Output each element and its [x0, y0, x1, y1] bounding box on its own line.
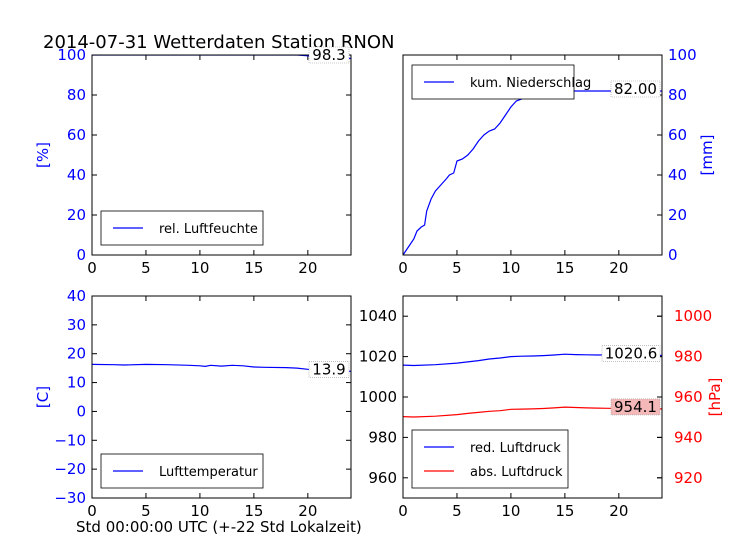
- x-tick-label: 20: [609, 502, 628, 520]
- x-tick-label: 15: [244, 502, 263, 520]
- y-tick-label: 80: [67, 86, 86, 104]
- x-tick-label: 10: [501, 502, 520, 520]
- y-tick-label: −30: [54, 489, 86, 507]
- x-tick-label: 5: [452, 259, 462, 277]
- panel-2: 0 5 10 15 20 0 20 40 60 80 100 [mm] 82.00 kum. Nieder…: [398, 46, 716, 277]
- plot-frame: [402, 54, 663, 256]
- y-tick-label: 80: [668, 86, 687, 104]
- x-tick-label: 15: [555, 259, 574, 277]
- y-right-tick-label: 920: [674, 469, 703, 487]
- x-tick-label: 0: [398, 259, 408, 277]
- plot-frame: [402, 295, 663, 499]
- y-tick-label: 100: [57, 46, 86, 64]
- y-tick-label: 40: [668, 166, 687, 184]
- value-label-box: [308, 361, 350, 378]
- value-label: 13.9: [312, 360, 345, 378]
- x-tick-label: 0: [398, 502, 408, 520]
- value-label: 98.3: [312, 46, 345, 64]
- y-tick-label: 20: [668, 206, 687, 224]
- x-tick-label: 15: [555, 502, 574, 520]
- y-tick-label: 60: [668, 126, 687, 144]
- y-tick-label: 60: [67, 126, 86, 144]
- x-tick-label: 10: [190, 259, 209, 277]
- legend-box: [411, 429, 569, 489]
- value-label-box: [610, 398, 661, 416]
- x-tick-label: 5: [141, 259, 151, 277]
- value-label-box: [610, 80, 661, 98]
- x-tick-label: 20: [298, 259, 317, 277]
- series-line: [403, 90, 662, 255]
- y-right-tick-label: 980: [674, 348, 703, 366]
- figure-xlabel: Std 00:00:00 UTC (+-22 Std Lokalzeit): [76, 518, 362, 536]
- legend-label: red. Luftdruck: [470, 441, 561, 456]
- y-tick-label: 1000: [359, 388, 397, 406]
- y-tick-label: 0: [76, 402, 86, 420]
- y-right-tick-label: 1000: [674, 307, 712, 325]
- y-tick-label: −20: [54, 460, 86, 478]
- x-tick-label: 15: [244, 259, 263, 277]
- y-tick-label: −10: [54, 431, 86, 449]
- y-right-tick-label: 940: [674, 428, 703, 446]
- y-tick-label: 30: [67, 316, 86, 334]
- y-tick-label: 10: [67, 374, 86, 392]
- y-tick-label: 20: [67, 206, 86, 224]
- y-tick-label: 40: [67, 287, 86, 305]
- figure-title: 2014-07-31 Wetterdaten Station RNON: [43, 32, 394, 53]
- plot-frame: [91, 295, 352, 499]
- y-right-tick-label: 960: [674, 388, 703, 406]
- value-label-box: [308, 46, 350, 64]
- x-tick-label: 5: [141, 502, 151, 520]
- y-tick-label: 100: [668, 46, 697, 64]
- x-tick-label: 0: [87, 502, 97, 520]
- x-tick-label: 20: [609, 259, 628, 277]
- x-tick-label: 20: [298, 502, 317, 520]
- legend-label: kum. Niederschlag: [470, 76, 591, 91]
- y-tick-label: 0: [76, 246, 86, 264]
- y-tick-label: 980: [368, 428, 397, 446]
- panel-1: 0 5 10 15 20 0 20 40 60 80 100 [%] 98.3 rel. Luftfeuc…: [34, 46, 352, 277]
- value-label: 82.00: [614, 80, 657, 98]
- y-tick-label: 40: [67, 166, 86, 184]
- panel-3: 0 5 10 15 20 −30 −20 −10 0 10 20 30 40 [C] 13.9 Lufttem…: [34, 287, 352, 520]
- y-axis-label: [%]: [34, 142, 52, 168]
- legend-label: rel. Luftfeuchte: [159, 222, 258, 237]
- x-tick-label: 10: [190, 502, 209, 520]
- y-tick-label: 960: [368, 469, 397, 487]
- plot-frame: [91, 54, 352, 256]
- legend-label: Lufttemperatur: [159, 465, 258, 480]
- y-axis-label: [C]: [34, 386, 52, 408]
- value-label-box: [601, 345, 661, 362]
- y-axis-label-right: [hPa]: [706, 378, 724, 417]
- value-label: 954.1: [614, 398, 657, 416]
- panel-4: 0 5 10 15 20 960 980 1000 1020 1040 920 940 960 980 10…: [359, 295, 724, 520]
- x-tick-label: 0: [87, 259, 97, 277]
- y-axis-label: [mm]: [698, 135, 716, 176]
- y-tick-label: 1040: [359, 307, 397, 325]
- y-tick-label: 1020: [359, 348, 397, 366]
- x-tick-label: 10: [501, 259, 520, 277]
- legend-label: abs. Luftdruck: [470, 465, 563, 480]
- x-tick-label: 5: [452, 502, 462, 520]
- value-label: 1020.6: [605, 344, 658, 362]
- y-tick-label: 20: [67, 345, 86, 363]
- y-tick-label: 0: [668, 246, 678, 264]
